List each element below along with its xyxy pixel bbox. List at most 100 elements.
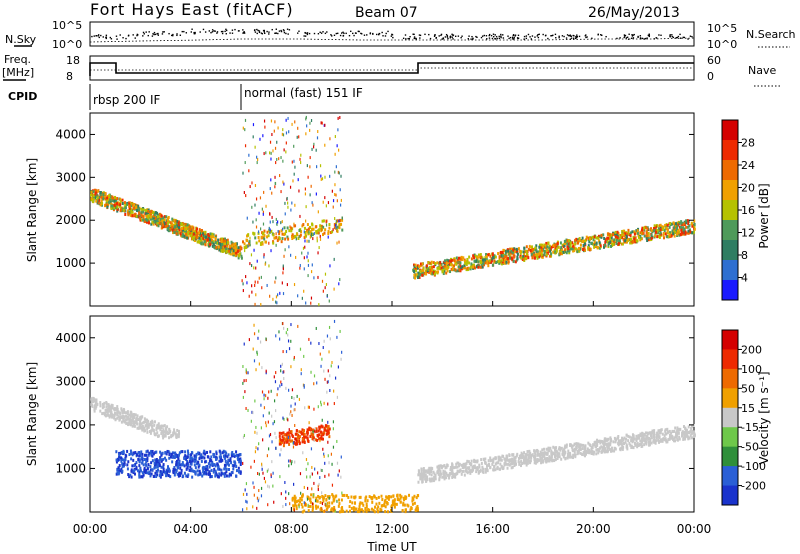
velocity-cell: [480, 461, 483, 465]
noise-sky-point: [486, 38, 488, 40]
velocity-cell: [176, 428, 179, 432]
velocity-cell: [653, 440, 656, 444]
power-cell: [501, 251, 504, 255]
velocity-cell: [492, 460, 495, 464]
power-cell: [514, 260, 517, 264]
velocity-cell: [524, 454, 527, 458]
power-cell: [222, 239, 225, 243]
power-cell: [450, 263, 453, 267]
velocity-cell: [90, 402, 93, 406]
velocity-cell: [496, 466, 499, 470]
power-cell: [685, 225, 688, 229]
noise-sky-point: [384, 35, 387, 37]
noise-sky-point: [623, 34, 626, 36]
noise-sky-point: [275, 32, 277, 34]
power-cell: [114, 195, 117, 199]
noise-sky-point: [570, 37, 573, 39]
velocity-cell: [191, 475, 194, 479]
velocity-cell: [215, 457, 218, 461]
noise-sky-point: [181, 30, 183, 33]
velocity-cell: [123, 461, 126, 465]
power-cell: [311, 233, 314, 237]
power-cell: [162, 223, 165, 227]
velocity-cell: [529, 460, 532, 464]
power-cell: [290, 226, 293, 230]
noise-sky-point: [308, 32, 311, 35]
power-cell: [334, 152, 336, 156]
velocity-cell: [622, 442, 625, 446]
power-cell: [681, 231, 684, 235]
noise-sky-point: [148, 31, 150, 33]
power-cell: [654, 230, 657, 234]
velocity-cell: [609, 449, 612, 453]
noise-sky-point: [211, 29, 214, 31]
power-cell: [485, 254, 488, 258]
power-cell: [185, 232, 188, 236]
noise-sky-point: [100, 34, 102, 37]
noise-sky-point: [93, 35, 95, 37]
power-cell: [654, 234, 657, 238]
power-cell: [592, 242, 595, 246]
velocity-cell: [420, 475, 423, 479]
velocity-cell: [533, 450, 536, 454]
power-cell: [338, 223, 341, 227]
power-cell: [535, 244, 538, 248]
velocity-cell: [141, 471, 144, 475]
noise-sky-point: [413, 36, 416, 38]
velocity-cell: [684, 426, 687, 430]
noise-sky-point: [335, 32, 338, 35]
velocity-cell: [607, 442, 610, 446]
power-cell: [472, 263, 475, 267]
power-cell: [94, 188, 97, 192]
velocity-cell: [650, 431, 653, 435]
power-cell: [167, 225, 170, 229]
velocity-cell: [238, 470, 241, 474]
velocity-cell: [133, 464, 136, 468]
velocity-cell: [165, 452, 168, 456]
noise-sky-point: [372, 33, 374, 35]
noise-sky-point: [628, 33, 630, 35]
power-cell: [656, 224, 659, 228]
power-cell: [263, 229, 266, 233]
power-cell: [110, 195, 113, 199]
velocity-cell: [117, 410, 120, 414]
noise-sky-point: [554, 33, 557, 36]
power-cell: [575, 237, 578, 241]
velocity-cell: [539, 450, 542, 454]
velocity-cell: [235, 469, 238, 473]
power-cell: [418, 265, 421, 269]
power-cell: [578, 249, 581, 253]
power-cell: [298, 234, 301, 238]
power-cell: [237, 249, 240, 253]
power-cell: [289, 225, 291, 229]
power-cell: [666, 235, 669, 239]
power-cell: [113, 203, 116, 207]
power-cell: [453, 257, 456, 261]
power-cell: [237, 254, 240, 258]
velocity-cell: [286, 440, 289, 444]
noise-sky-point: [404, 34, 407, 36]
power-cell: [537, 253, 540, 257]
power-cell: [555, 249, 558, 253]
power-cell: [520, 256, 523, 260]
power-cell: [336, 219, 339, 223]
power-cell: [547, 241, 550, 245]
power-cell: [294, 165, 296, 169]
power-cell: [618, 239, 621, 243]
power-cell: [602, 233, 605, 237]
velocity-cell: [659, 430, 662, 434]
power-cell: [263, 234, 266, 238]
power-cell: [289, 185, 292, 189]
velocity-cell: [146, 449, 149, 453]
velocity-cell: [420, 467, 423, 471]
power-cell: [288, 229, 291, 233]
noise-sky-point: [472, 37, 474, 40]
power-cell: [121, 208, 124, 212]
power-cell: [439, 261, 442, 265]
velocity-cell: [298, 442, 301, 446]
velocity-cell: [318, 427, 321, 431]
velocity-cell: [295, 432, 298, 436]
velocity-cell: [683, 437, 686, 441]
velocity-cell: [526, 453, 529, 457]
velocity-cell: [158, 462, 161, 466]
